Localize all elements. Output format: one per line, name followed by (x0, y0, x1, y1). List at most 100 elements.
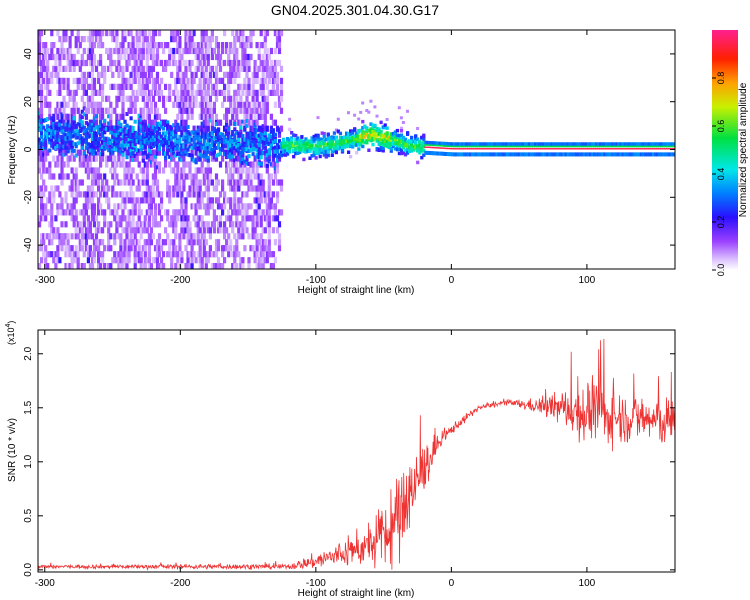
spectrogram-cell (168, 141, 172, 146)
spectrogram-cell (76, 30, 80, 37)
spectrogram-cell (237, 101, 241, 108)
spectrogram-cell (137, 36, 141, 43)
spectrogram-cell (271, 65, 275, 72)
spectrogram-cell (383, 132, 387, 137)
spectrogram-cell (383, 134, 387, 139)
spectrogram-cell (599, 142, 603, 147)
spectrogram-cell (275, 143, 280, 148)
spectrogram-cell (395, 141, 399, 145)
spectrogram-cell (267, 239, 271, 246)
spectrogram-cell (412, 147, 416, 152)
spectrogram-cell (86, 215, 90, 222)
spectrogram-cell (198, 59, 202, 67)
spectrogram-cell (649, 148, 654, 150)
spectrogram-cell (223, 89, 227, 96)
spectrogram-cell (462, 152, 467, 157)
spectrogram-cell (365, 140, 369, 145)
spectrogram-cell (253, 113, 257, 120)
spectrogram-cell (84, 128, 88, 132)
spectrogram-cell (84, 197, 88, 204)
spectrogram-cell (40, 233, 44, 240)
spectrogram-cell (225, 245, 229, 252)
spectrogram-cell (92, 173, 97, 180)
spectrogram-cell (190, 257, 194, 264)
spectrogram-cell (137, 47, 141, 55)
spectrogram-cell (38, 149, 42, 156)
spectrogram-cell (180, 133, 184, 138)
spectrogram-cell (308, 149, 312, 153)
spectrogram-cell (46, 47, 50, 55)
spectrogram-cell (320, 141, 324, 146)
spectrogram-cell (88, 83, 92, 90)
spectrogram-cell (379, 137, 383, 142)
spectrogram-cell (221, 101, 225, 108)
spectrogram-cell (52, 123, 56, 128)
spectrogram-cell (90, 122, 95, 127)
spectrogram-cell (247, 89, 251, 96)
spectrogram-cell (227, 142, 231, 147)
spectrogram-cell (216, 128, 221, 133)
spectrogram-cell (66, 47, 70, 55)
spectrogram-cell (164, 121, 168, 126)
spectrogram-cell (145, 239, 149, 246)
spectrogram-cell (94, 215, 99, 222)
spectrogram-cell (408, 149, 412, 153)
spectrogram-cell (129, 83, 133, 90)
spectrogram-cell (245, 191, 249, 198)
spectrogram-cell (214, 53, 219, 61)
spectrogram-cell (176, 215, 180, 222)
spectrogram-cell (481, 142, 485, 147)
spectrogram-cell (133, 101, 137, 108)
spectrogram-cell (145, 36, 149, 43)
spectrogram-cell (149, 161, 153, 168)
spectrogram-cell (133, 53, 137, 61)
spectrogram-y-axis-label: Frequency (Hz) (7, 116, 18, 185)
spectrogram-cell (182, 142, 186, 147)
spectrogram-cell (129, 145, 133, 150)
spectrogram-cell (86, 221, 90, 228)
spectrogram-cell (145, 77, 149, 84)
spectrogram-cell (639, 152, 643, 157)
spectrogram-cell (137, 227, 141, 234)
spectrogram-cell (418, 151, 422, 155)
colorbar: 0.00.20.40.60.8 Normalized spectral ampl… (712, 30, 749, 276)
spectrogram-cell (263, 257, 267, 264)
spectrogram-cell (637, 148, 641, 150)
spectrogram-cell (127, 83, 131, 90)
spectrogram-cell (153, 115, 158, 120)
spectrogram-cell (357, 137, 361, 142)
spectrogram-cell (180, 167, 184, 174)
spectrogram-cell (182, 107, 186, 114)
spectrogram-cell (99, 146, 103, 151)
snr-y-multiplier-base: (x10 (6, 327, 16, 345)
spectrogram-cell (591, 142, 595, 147)
spectrogram-cell (178, 101, 182, 108)
spectrogram-cell (273, 257, 277, 264)
spectrogram-cell (155, 42, 160, 49)
spectrogram-cell (74, 153, 78, 158)
spectrogram-cell (88, 221, 92, 228)
spectrogram-cell (212, 107, 216, 114)
spectrogram-cell (265, 215, 269, 222)
spectrogram-cell (259, 59, 263, 67)
spectrogram-cell (296, 147, 300, 151)
spectrogram-cell (210, 53, 214, 61)
spectrogram-cell (143, 215, 147, 222)
spectrogram-cell (121, 251, 125, 258)
spectrogram-cell (143, 101, 147, 108)
spectrogram-cell (155, 140, 160, 145)
spectrogram-cell (265, 95, 269, 102)
spectrogram-cell (267, 215, 271, 222)
spectrogram-cell (137, 179, 141, 186)
spectrogram-cell (308, 156, 312, 160)
spectrogram-cell (267, 173, 271, 180)
spectrogram-cell (139, 125, 143, 132)
spectrogram-cell (245, 42, 249, 49)
spectrogram-cell (428, 146, 432, 149)
spectrogram-cell (304, 137, 308, 141)
spectrogram-cell (597, 142, 601, 147)
spectrogram-cell (149, 65, 153, 72)
spectrogram-cell (60, 179, 64, 186)
spectrogram-cell (662, 145, 666, 148)
spectrogram-cell (255, 42, 259, 49)
